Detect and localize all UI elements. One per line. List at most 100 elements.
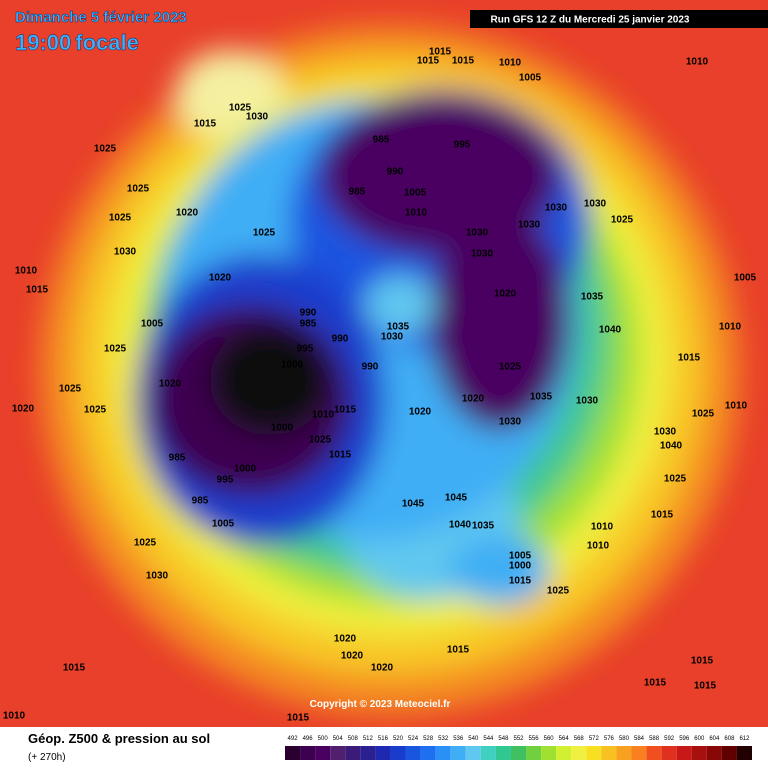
- isobar-label: 1025: [253, 228, 276, 239]
- isobar-label: 1030: [381, 332, 404, 343]
- colorbar-tick-label: 608: [724, 736, 735, 742]
- isobar-label: 990: [387, 167, 404, 178]
- colorbar-tick-label: 588: [649, 736, 660, 742]
- colorbar-tick-label: 584: [634, 736, 645, 742]
- colorbar-swatch: [676, 746, 692, 760]
- isobar-label: 1030: [471, 249, 494, 260]
- isobar-label: 1000: [509, 561, 532, 572]
- isobar-label: 1030: [146, 571, 169, 582]
- colorbar-tick-label: 520: [393, 736, 404, 742]
- isobar-label: 1040: [660, 441, 683, 452]
- isobar-label: 1025: [59, 384, 82, 395]
- isobar-label: 1005: [519, 73, 542, 84]
- colorbar-tick-label: 572: [589, 736, 600, 742]
- isobar-label: 1030: [114, 247, 137, 258]
- isobar-label: 1005: [734, 273, 757, 284]
- colorbar-swatch: [706, 746, 722, 760]
- isobar-label: 1025: [94, 144, 117, 155]
- colorbar-swatch: [510, 746, 527, 760]
- isobar-label: 1015: [429, 47, 452, 58]
- geopotential-field: [40, 25, 740, 715]
- colorbar-swatch: [616, 746, 632, 760]
- colorbar-swatch: [405, 746, 421, 760]
- isobar-label: 1000: [234, 464, 257, 475]
- colorbar-swatch: [465, 746, 481, 760]
- isobar-label: 1035: [472, 521, 495, 532]
- isobar-label: 1030: [584, 199, 607, 210]
- colorbar-swatch: [646, 746, 662, 760]
- isobar-label: 1015: [194, 119, 217, 130]
- isobar-label: 1015: [287, 713, 310, 724]
- colorbar-tick-label: 580: [619, 736, 630, 742]
- isobar-label: 1020: [209, 273, 232, 284]
- isobar-label: 1030: [466, 228, 489, 239]
- colorbar-swatch: [571, 746, 587, 760]
- colorbar-swatch: [526, 746, 542, 760]
- isobar-label: 1025: [664, 474, 687, 485]
- isobar-label: 1025: [134, 538, 157, 549]
- time: 19:00: [15, 30, 71, 55]
- isobar-label: 1010: [15, 266, 38, 277]
- isobar-label: 1015: [447, 645, 470, 656]
- isobar-label: 1010: [591, 522, 614, 533]
- isobar-label: 1020: [176, 208, 199, 219]
- isobar-label: 1010: [686, 57, 709, 68]
- colorbar-swatch: [586, 746, 602, 760]
- colorbar-tick-label: 596: [679, 736, 690, 742]
- map-date: Dimanche 5 février 2023: [15, 9, 187, 26]
- colorbar-tick-label: 492: [288, 736, 299, 742]
- colorbar-tick-label: 544: [483, 736, 494, 742]
- colorbar-swatch: [375, 746, 391, 760]
- isobar-label: 1045: [445, 493, 468, 504]
- isobar-label: 1030: [499, 417, 522, 428]
- isobar-label: 1015: [651, 510, 674, 521]
- isobar-label: 990: [362, 362, 379, 373]
- colorbar-swatch: [661, 746, 677, 760]
- isobar-label: 1025: [692, 409, 715, 420]
- isobar-label: 1005: [404, 188, 427, 199]
- colorbar-tick-label: 524: [408, 736, 419, 742]
- isobar-label: 1025: [229, 103, 252, 114]
- colorbar-tick-label: 576: [604, 736, 615, 742]
- isobar-label: 1025: [611, 215, 634, 226]
- colorbar-tick-label: 536: [453, 736, 464, 742]
- colorbar-swatch: [420, 746, 436, 760]
- isobar-label: 1030: [576, 396, 599, 407]
- isobar-label: 1020: [371, 663, 394, 674]
- colorbar-tick-label: 564: [559, 736, 570, 742]
- run-box: [470, 10, 768, 28]
- isobar-label: 1015: [417, 56, 440, 67]
- isobar-label: 1020: [12, 404, 35, 415]
- colorbar-tick-label: 592: [664, 736, 675, 742]
- isobar-label: 1005: [509, 551, 532, 562]
- isobar-label: 1015: [63, 663, 86, 674]
- isobar-label: 1020: [409, 407, 432, 418]
- isobar-label: 1015: [26, 285, 49, 296]
- isobar-label: 1020: [341, 651, 364, 662]
- run-info: Run GFS 12 Z du Mercredi 25 janvier 2023: [491, 15, 690, 26]
- isobar-label: 1030: [246, 112, 269, 123]
- colorbar-swatch: [315, 746, 331, 760]
- colorbar-tick-label: 612: [739, 736, 750, 742]
- isobar-label: 985: [300, 319, 317, 330]
- colorbar-swatch: [285, 746, 301, 760]
- isobar-label: 990: [300, 308, 317, 319]
- colorbar-tick-label: 512: [363, 736, 374, 742]
- isobar-label: 1035: [581, 292, 604, 303]
- colorbar-swatch: [390, 746, 406, 760]
- colorbar-swatch: [495, 746, 511, 760]
- colorbar: 492 496 500 504 508 512 516 520 524 528 532 536 540 5…: [285, 736, 752, 760]
- isobar-label: 1040: [599, 325, 622, 336]
- isobar-label: 1010: [3, 711, 26, 722]
- colorbar-tick-label: 548: [498, 736, 509, 742]
- colorbar-tick-label: 508: [348, 736, 359, 742]
- isobar-label: 1030: [654, 427, 677, 438]
- isobar-label: 1040: [449, 520, 472, 531]
- isobar-label: 1010: [725, 401, 748, 412]
- colorbar-swatch: [556, 746, 572, 760]
- colorbar-swatch: [721, 746, 737, 760]
- isobar-label: 1020: [334, 634, 357, 645]
- footer-title: Géop. Z500 & pression au sol: [28, 731, 210, 746]
